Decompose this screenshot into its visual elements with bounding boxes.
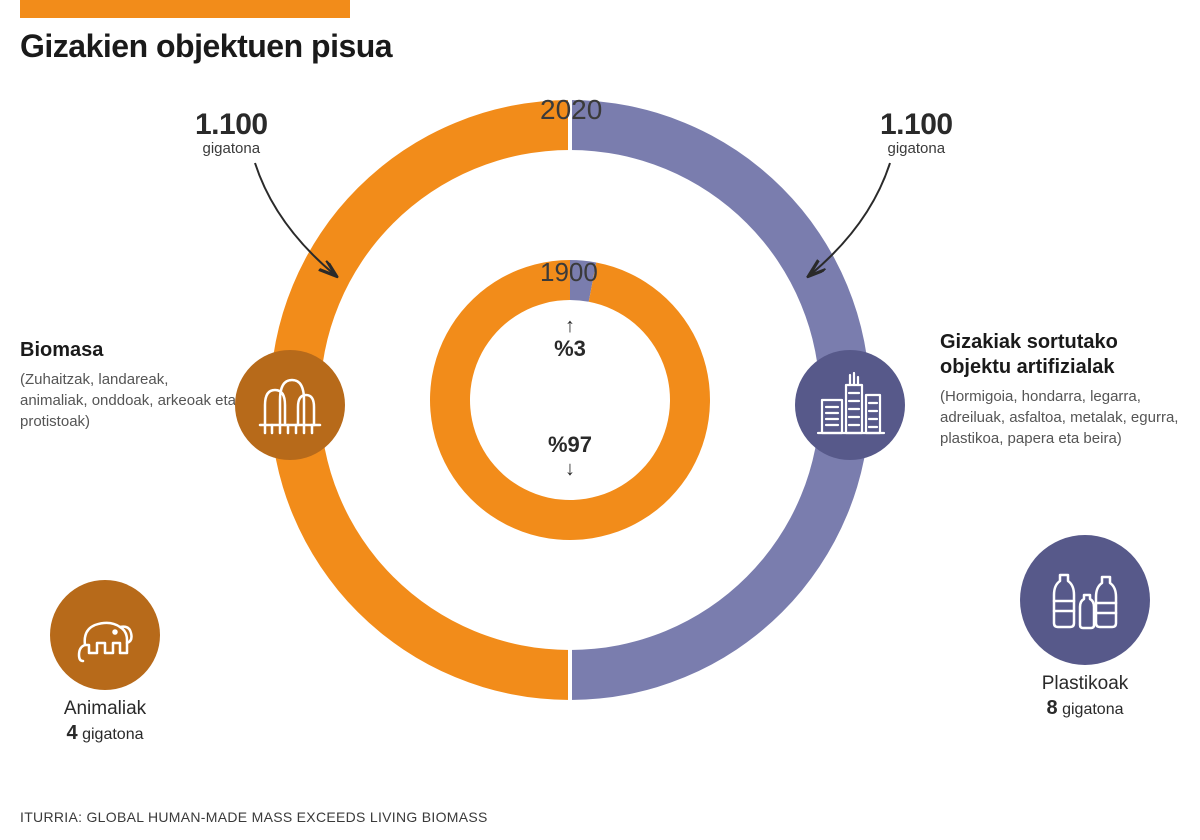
inner-year-label: 1900	[540, 257, 598, 288]
artificial-title: Gizakiak sortutako objektu artifizialak	[940, 330, 1180, 380]
animals-sub-block: Animaliak 4 gigatona	[50, 580, 160, 745]
artificial-desc: (Hormigoia, hondarra, legarra, adreiluak…	[940, 386, 1180, 449]
elephant-icon	[50, 580, 160, 690]
biomass-desc: (Zuhaitzak, landareak, animaliak, onddoa…	[20, 369, 240, 432]
page-title: Gizakien objektuen pisua	[20, 28, 392, 65]
inner-bottom-arrow: ↓	[555, 458, 585, 481]
plastics-value: 8 gigatona	[1020, 697, 1150, 720]
inner-bottom-pct: %97	[530, 432, 610, 458]
buildings-icon	[795, 350, 905, 460]
animals-label: Animaliak	[50, 698, 160, 720]
source-line: ITURRIA: GLOBAL HUMAN-MADE MASS EXCEEDS …	[20, 809, 488, 825]
plastics-label: Plastikoak	[1020, 673, 1150, 695]
right-callout-arrow	[780, 155, 900, 295]
animals-value: 4 gigatona	[50, 722, 160, 745]
outer-year-label: 2020	[540, 94, 602, 126]
bottles-icon	[1020, 535, 1150, 665]
plastics-sub-block: Plastikoak 8 gigatona	[1020, 535, 1150, 720]
left-value-label: 1.100 gigatona	[195, 108, 268, 157]
trees-icon	[235, 350, 345, 460]
inner-top-pct: %3	[530, 336, 610, 362]
header-accent-bar	[20, 0, 350, 18]
right-value-num: 1.100	[880, 108, 953, 142]
artificial-category: Gizakiak sortutako objektu artifizialak …	[940, 330, 1180, 449]
left-callout-arrow	[245, 155, 365, 295]
biomass-category: Biomasa (Zuhaitzak, landareak, animaliak…	[20, 338, 240, 432]
biomass-title: Biomasa	[20, 338, 240, 363]
right-value-label: 1.100 gigatona	[880, 108, 953, 157]
left-value-num: 1.100	[195, 108, 268, 142]
inner-top-arrow: ↑	[555, 315, 585, 338]
